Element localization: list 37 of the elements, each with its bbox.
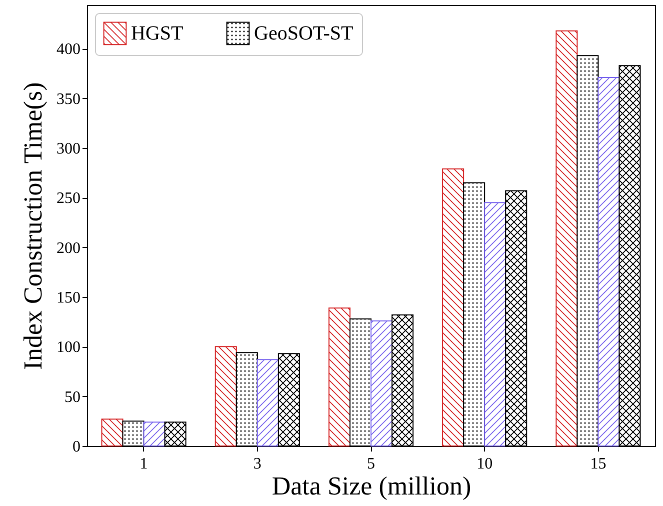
bar: [505, 190, 528, 446]
y-tick-label: 100: [56, 339, 80, 356]
bar: [370, 320, 393, 446]
x-tick-label: 5: [367, 456, 375, 472]
y-tick-label: 50: [64, 388, 80, 406]
bar: [463, 182, 486, 446]
legend-label: GeoSOT-ST: [254, 22, 354, 44]
bar: [556, 30, 578, 446]
bar: [236, 352, 258, 446]
bar: [349, 318, 372, 446]
y-axis-title: Index Construction Time(s): [18, 82, 48, 370]
bar: [576, 55, 599, 446]
bar: [328, 307, 350, 446]
bar: [164, 422, 186, 446]
x-tick-label: 15: [590, 456, 606, 472]
y-tick-label: 200: [56, 240, 80, 257]
bar: [484, 202, 506, 446]
bar: [278, 353, 300, 446]
x-tick-label: 10: [476, 456, 493, 472]
y-tick-label: 250: [56, 190, 80, 208]
bar: [442, 168, 464, 446]
bar: [618, 65, 641, 446]
y-tick-label: 0: [72, 438, 80, 456]
bar: [598, 77, 620, 446]
y-tick-label: 350: [56, 90, 80, 108]
y-tick-label: 300: [56, 140, 80, 158]
bar: [143, 422, 166, 446]
y-tick-label: 150: [56, 290, 80, 307]
bar: [256, 359, 279, 446]
legend-label: HGST: [131, 22, 184, 44]
bar: [392, 314, 414, 446]
bar: [101, 418, 124, 446]
y-tick-label: 400: [56, 41, 80, 58]
bar: [214, 346, 237, 446]
x-tick-label: 3: [253, 456, 262, 472]
x-tick-label: 1: [140, 456, 148, 472]
x-axis-title: Data Size (million): [272, 472, 472, 500]
